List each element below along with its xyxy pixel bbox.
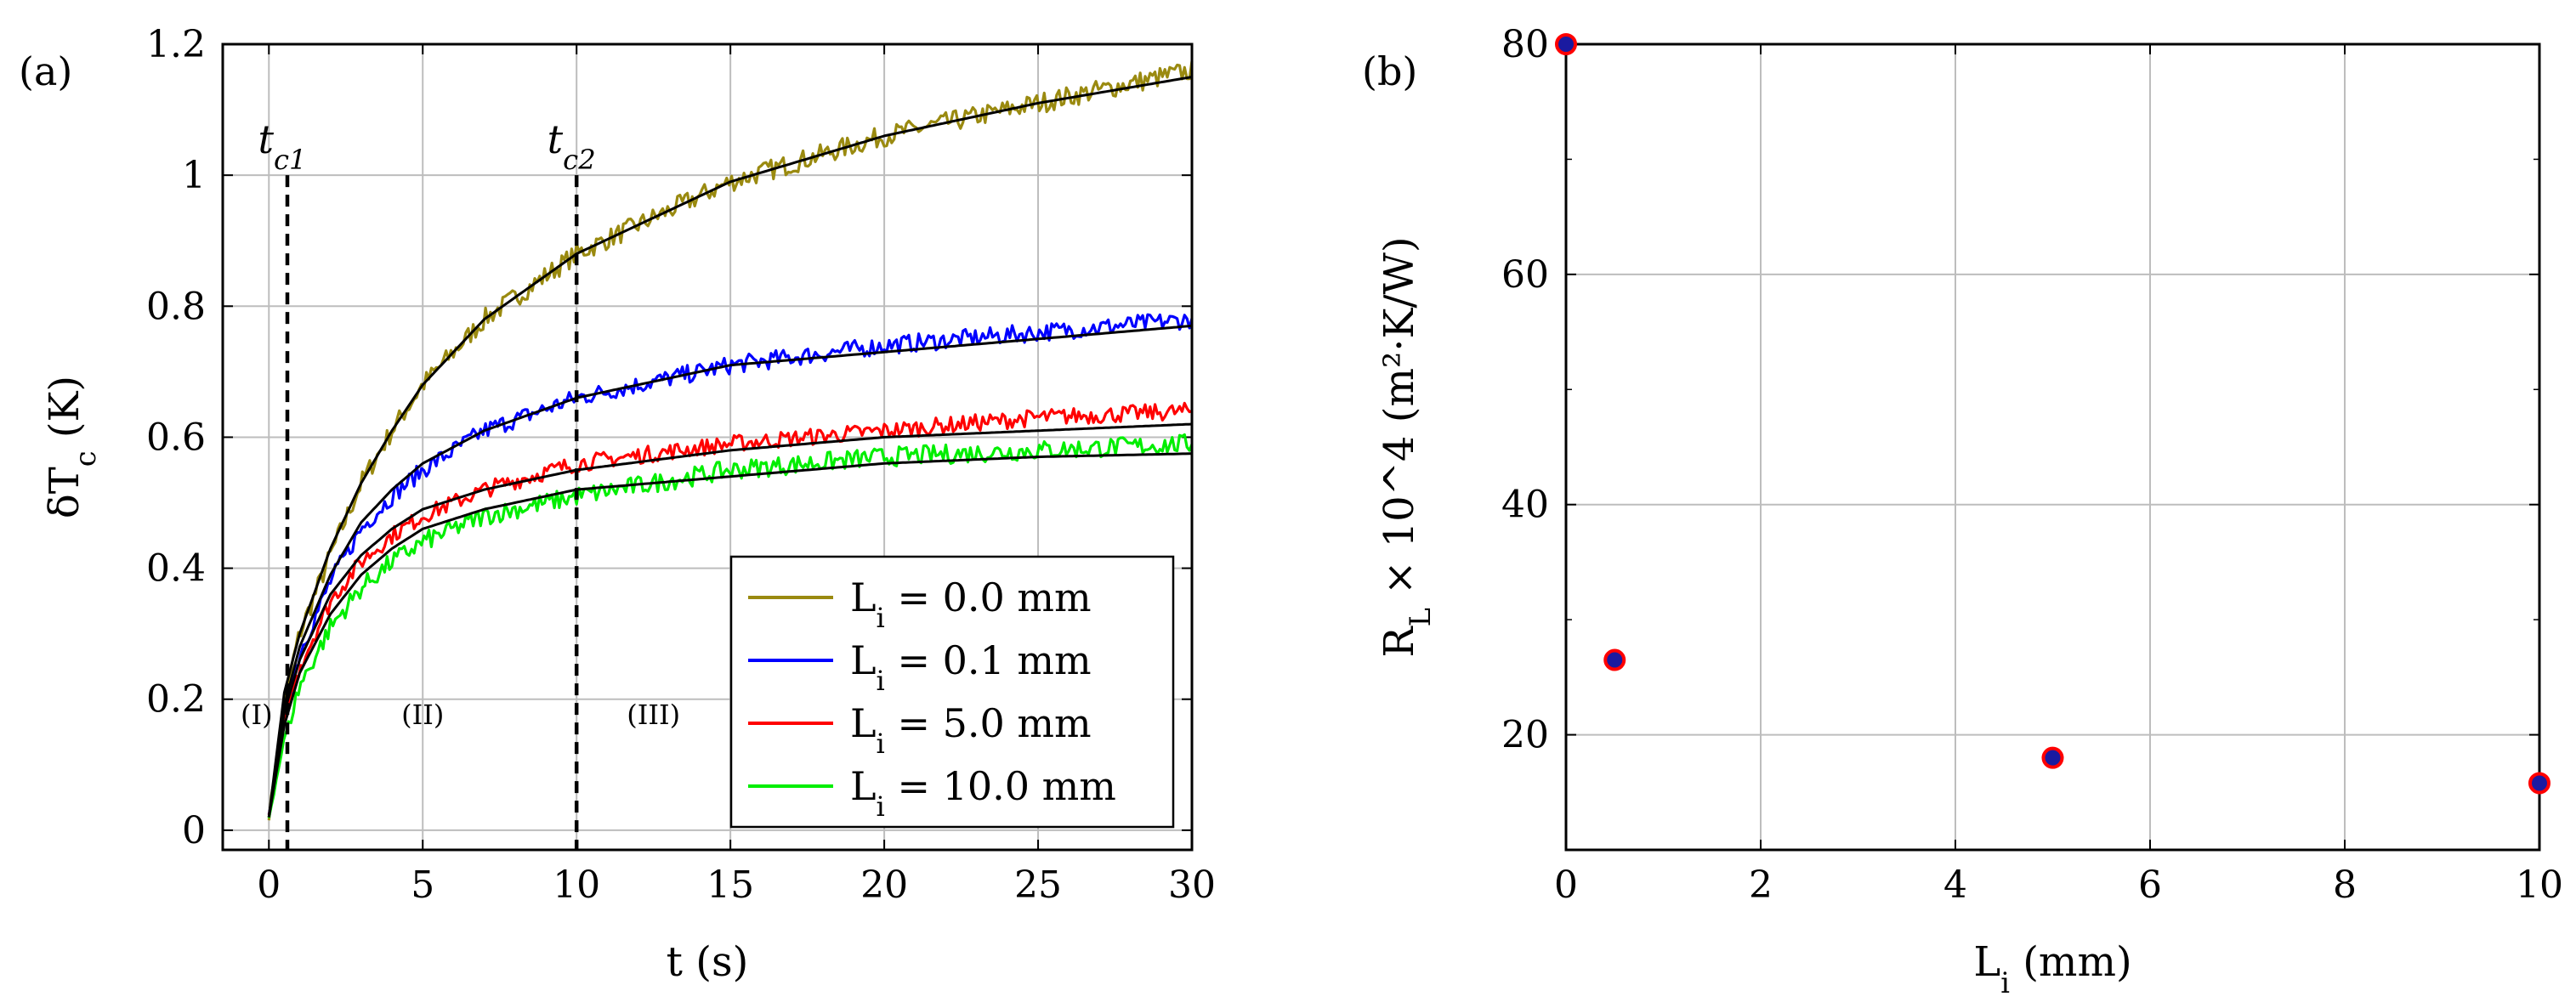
- fit-line-3: [267, 452, 1193, 818]
- x-tick-label: 30: [1168, 863, 1216, 907]
- fit-line-0: [267, 76, 1193, 818]
- y-tick-label: 0.2: [146, 678, 206, 722]
- x-tick-label: 0: [1554, 863, 1578, 907]
- y-tick-label: 1.2: [146, 23, 206, 66]
- y-axis-label-rest: × 10^4 (m²·K/W): [1376, 236, 1423, 608]
- legend-label-rest: = 0.0 mm: [885, 575, 1092, 620]
- x-axis-label: Li (mm): [1973, 938, 2131, 999]
- plot-frame-b: [1564, 42, 2541, 852]
- tc-main: t: [258, 116, 274, 162]
- data-point: [1603, 648, 1626, 671]
- legend-label-main: L: [850, 700, 877, 746]
- y-tick-label: 0.6: [146, 416, 206, 459]
- legend-label-script: i: [877, 665, 885, 697]
- y-tick-label: 1: [182, 154, 206, 197]
- y-axis-label: RL × 10^4 (m²·K/W): [1376, 236, 1437, 657]
- plot-frame-a: [221, 42, 1194, 852]
- y-axis-label-script: c: [69, 450, 102, 467]
- legend-label-script: i: [877, 727, 885, 760]
- x-tick-label: 0: [257, 863, 281, 907]
- y-axis-label-main: R: [1376, 626, 1423, 658]
- legend-label-script: i: [877, 602, 885, 634]
- panel-label-b: (b): [1362, 48, 1417, 94]
- legend-label: Li = 10.0 mm: [850, 763, 1116, 823]
- x-tick-label: 4: [1943, 863, 1967, 907]
- y-tick-label: 0.4: [146, 547, 206, 591]
- grid-b: [1565, 43, 2540, 850]
- region-label: (II): [401, 699, 444, 731]
- y-tick-label: 20: [1501, 714, 1549, 757]
- x-axis-label-script: i: [2000, 966, 2010, 999]
- x-tick-label: 5: [411, 863, 434, 907]
- data-point: [2528, 772, 2550, 795]
- y-axis-label: δTc (K): [41, 376, 102, 518]
- y-tick-label: 40: [1501, 484, 1549, 527]
- legend-label: Li = 0.0 mm: [850, 575, 1092, 634]
- legend-label-rest: = 0.1 mm: [885, 637, 1092, 683]
- legend-label: Li = 5.0 mm: [850, 700, 1092, 760]
- legend-label-rest: = 5.0 mm: [885, 700, 1092, 746]
- series-line-3: [267, 433, 1194, 818]
- legend-label-script: i: [877, 790, 885, 823]
- y-tick-label: 60: [1501, 253, 1549, 297]
- series-line-1: [267, 313, 1194, 815]
- y-tick-label: 80: [1501, 23, 1549, 66]
- fit-line-1: [267, 324, 1193, 818]
- x-axis-label-main: L: [1973, 938, 2000, 986]
- y-tick-label: 0.8: [146, 285, 206, 328]
- legend-label-main: L: [850, 575, 877, 620]
- legend-box: [729, 555, 1175, 829]
- legend-label: Li = 0.1 mm: [850, 637, 1092, 697]
- data-point: [1555, 33, 1577, 55]
- panel-label-a: (a): [19, 48, 72, 94]
- x-axis-label-rest: (mm): [2010, 938, 2132, 986]
- legend-label-main: L: [850, 637, 877, 683]
- x-tick-label: 15: [706, 863, 754, 907]
- y-axis-label-main: δT: [41, 467, 88, 518]
- y-axis-label-rest: (K): [41, 376, 88, 451]
- legend-label-rest: = 10.0 mm: [885, 763, 1116, 809]
- tc-sub: c1: [274, 144, 307, 176]
- tc-sub: c2: [563, 144, 596, 176]
- data-point: [2041, 746, 2064, 769]
- legend-label-main: L: [850, 763, 877, 809]
- region-label: (III): [627, 699, 680, 731]
- series-line-2: [267, 401, 1193, 816]
- y-axis-label-script: L: [1404, 608, 1437, 626]
- region-label: (I): [241, 699, 273, 731]
- x-tick-label: 6: [2138, 863, 2162, 907]
- y-tick-label: 0: [182, 809, 206, 852]
- critical-time-label: tc2: [548, 116, 596, 176]
- x-tick-label: 2: [1749, 863, 1773, 907]
- tc-main: t: [548, 116, 564, 162]
- x-tick-label: 25: [1014, 863, 1062, 907]
- x-tick-label: 10: [2516, 863, 2563, 907]
- x-tick-label: 10: [553, 863, 600, 907]
- x-axis-label: t (s): [667, 938, 749, 986]
- fit-line-2: [267, 422, 1193, 818]
- critical-time-label: tc1: [258, 116, 306, 176]
- x-tick-label: 8: [2333, 863, 2357, 907]
- x-tick-label: 20: [860, 863, 908, 907]
